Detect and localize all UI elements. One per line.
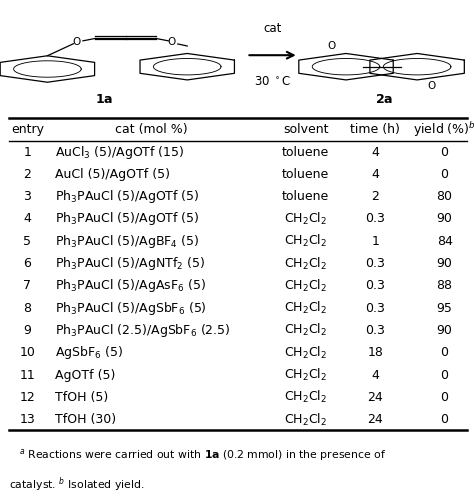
Text: catalyst. $^{b}$ Isolated yield.: catalyst. $^{b}$ Isolated yield. — [9, 475, 145, 494]
Text: 10: 10 — [19, 346, 36, 359]
Text: $\mathbf{1a}$: $\mathbf{1a}$ — [95, 93, 113, 106]
Text: 0.3: 0.3 — [365, 324, 385, 337]
Text: 12: 12 — [19, 391, 36, 404]
Text: Ph$_3$PAuCl (5)/AgOTf (5): Ph$_3$PAuCl (5)/AgOTf (5) — [55, 188, 199, 205]
Text: AuCl (5)/AgOTf (5): AuCl (5)/AgOTf (5) — [55, 168, 170, 181]
Text: toluene: toluene — [282, 146, 329, 159]
Text: cat (mol %): cat (mol %) — [115, 123, 188, 136]
Text: 1: 1 — [24, 146, 31, 159]
Text: $\mathbf{2a}$: $\mathbf{2a}$ — [375, 93, 393, 106]
Text: 4: 4 — [372, 146, 379, 159]
Text: toluene: toluene — [282, 190, 329, 203]
Text: 24: 24 — [367, 391, 383, 404]
Text: O: O — [167, 37, 176, 47]
Text: 0: 0 — [441, 369, 448, 382]
Text: cat: cat — [264, 22, 282, 35]
Text: yield (%)$^{b}$: yield (%)$^{b}$ — [413, 120, 474, 139]
Text: 2: 2 — [372, 190, 379, 203]
Text: CH$_2$Cl$_2$: CH$_2$Cl$_2$ — [284, 300, 327, 316]
Text: Ph$_3$PAuCl (2.5)/AgSbF$_6$ (2.5): Ph$_3$PAuCl (2.5)/AgSbF$_6$ (2.5) — [55, 322, 230, 339]
Text: 0: 0 — [441, 413, 448, 426]
Text: 90: 90 — [437, 213, 453, 226]
Text: 0: 0 — [441, 168, 448, 181]
Text: 8: 8 — [24, 301, 31, 315]
Text: CH$_2$Cl$_2$: CH$_2$Cl$_2$ — [284, 233, 327, 250]
Text: toluene: toluene — [282, 168, 329, 181]
Text: 11: 11 — [19, 369, 36, 382]
Text: 2: 2 — [24, 168, 31, 181]
Text: 5: 5 — [24, 235, 31, 248]
Text: 9: 9 — [24, 324, 31, 337]
Text: AgSbF$_6$ (5): AgSbF$_6$ (5) — [55, 344, 123, 361]
Text: $^{a}$ Reactions were carried out with $\mathbf{1a}$ (0.2 mmol) in the presence : $^{a}$ Reactions were carried out with $… — [19, 447, 386, 464]
Text: O: O — [427, 81, 436, 91]
Text: CH$_2$Cl$_2$: CH$_2$Cl$_2$ — [284, 322, 327, 338]
Text: 13: 13 — [19, 413, 36, 426]
Text: 95: 95 — [437, 301, 453, 315]
Text: TfOH (30): TfOH (30) — [55, 413, 116, 426]
Text: 4: 4 — [372, 369, 379, 382]
Text: solvent: solvent — [283, 123, 328, 136]
Text: 3: 3 — [24, 190, 31, 203]
Text: CH$_2$Cl$_2$: CH$_2$Cl$_2$ — [284, 345, 327, 361]
Text: 4: 4 — [372, 168, 379, 181]
Text: CH$_2$Cl$_2$: CH$_2$Cl$_2$ — [284, 211, 327, 227]
Text: 0: 0 — [441, 346, 448, 359]
Text: Ph$_3$PAuCl (5)/AgAsF$_6$ (5): Ph$_3$PAuCl (5)/AgAsF$_6$ (5) — [55, 277, 206, 294]
Text: 1: 1 — [372, 235, 379, 248]
Text: 0.3: 0.3 — [365, 213, 385, 226]
Text: 80: 80 — [437, 190, 453, 203]
Text: AgOTf (5): AgOTf (5) — [55, 369, 115, 382]
Text: Ph$_3$PAuCl (5)/AgOTf (5): Ph$_3$PAuCl (5)/AgOTf (5) — [55, 211, 199, 228]
Text: CH$_2$Cl$_2$: CH$_2$Cl$_2$ — [284, 367, 327, 383]
Text: 7: 7 — [24, 279, 31, 292]
Text: O: O — [328, 41, 336, 51]
Text: Ph$_3$PAuCl (5)/AgNTf$_2$ (5): Ph$_3$PAuCl (5)/AgNTf$_2$ (5) — [55, 255, 205, 272]
Text: Ph$_3$PAuCl (5)/AgSbF$_6$ (5): Ph$_3$PAuCl (5)/AgSbF$_6$ (5) — [55, 299, 206, 317]
Text: 6: 6 — [24, 257, 31, 270]
Text: 0.3: 0.3 — [365, 301, 385, 315]
Text: AuCl$_3$ (5)/AgOTf (15): AuCl$_3$ (5)/AgOTf (15) — [55, 144, 184, 161]
Text: CH$_2$Cl$_2$: CH$_2$Cl$_2$ — [284, 278, 327, 294]
Text: Ph$_3$PAuCl (5)/AgBF$_4$ (5): Ph$_3$PAuCl (5)/AgBF$_4$ (5) — [55, 233, 199, 250]
Text: CH$_2$Cl$_2$: CH$_2$Cl$_2$ — [284, 389, 327, 405]
Text: CH$_2$Cl$_2$: CH$_2$Cl$_2$ — [284, 255, 327, 271]
Text: 84: 84 — [437, 235, 453, 248]
Text: 24: 24 — [367, 413, 383, 426]
Text: 90: 90 — [437, 257, 453, 270]
Text: 0: 0 — [441, 146, 448, 159]
Text: 4: 4 — [24, 213, 31, 226]
Text: entry: entry — [11, 123, 44, 136]
Text: 0: 0 — [441, 391, 448, 404]
Text: 18: 18 — [367, 346, 383, 359]
Text: O: O — [73, 37, 81, 47]
Text: 0.3: 0.3 — [365, 279, 385, 292]
Text: 88: 88 — [437, 279, 453, 292]
Text: 30 $^\circ$C: 30 $^\circ$C — [254, 76, 291, 89]
Text: time (h): time (h) — [350, 123, 401, 136]
Text: TfOH (5): TfOH (5) — [55, 391, 108, 404]
Text: 0.3: 0.3 — [365, 257, 385, 270]
Text: CH$_2$Cl$_2$: CH$_2$Cl$_2$ — [284, 412, 327, 428]
Text: 90: 90 — [437, 324, 453, 337]
